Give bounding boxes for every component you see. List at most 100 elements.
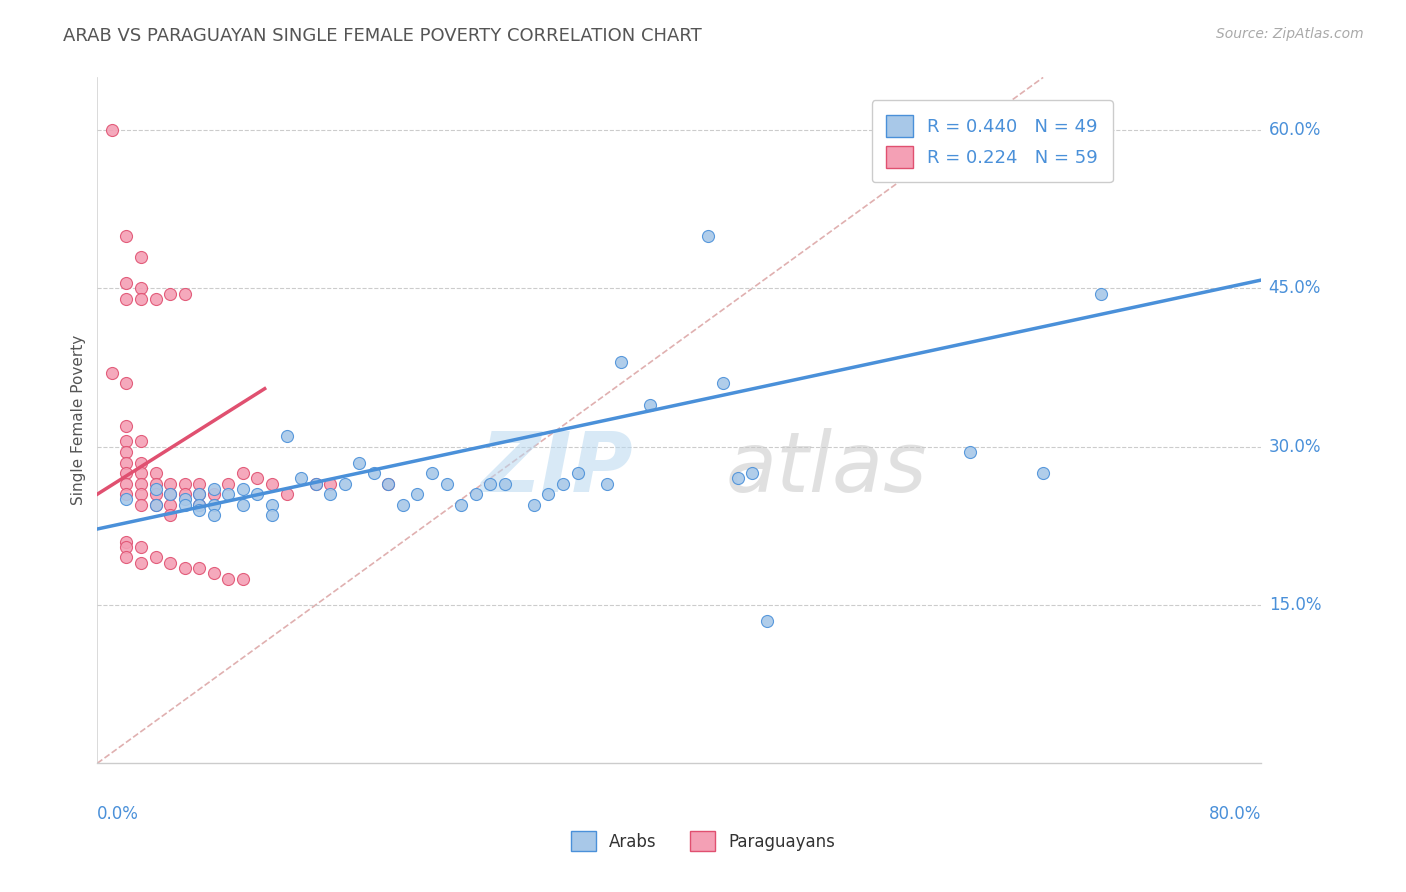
Point <box>101 123 124 137</box>
Y-axis label: Single Female Poverty: Single Female Poverty <box>72 335 86 506</box>
Point <box>711 376 734 391</box>
Text: atlas: atlas <box>725 428 928 508</box>
Point <box>260 508 283 523</box>
Point <box>1090 286 1112 301</box>
Point <box>159 286 181 301</box>
Point <box>188 561 211 575</box>
Legend: R = 0.440   N = 49, R = 0.224   N = 59: R = 0.440 N = 49, R = 0.224 N = 59 <box>872 100 1112 182</box>
Point <box>188 476 211 491</box>
Point <box>333 476 356 491</box>
Point <box>304 476 326 491</box>
Point <box>246 487 269 501</box>
Point <box>217 487 239 501</box>
Point <box>115 292 138 306</box>
Point <box>363 466 385 480</box>
Text: Source: ZipAtlas.com: Source: ZipAtlas.com <box>1216 27 1364 41</box>
Point <box>188 487 211 501</box>
Point <box>450 498 472 512</box>
Point <box>115 228 138 243</box>
Point <box>377 476 399 491</box>
Point <box>202 566 225 581</box>
Point <box>145 482 167 496</box>
Point <box>129 487 152 501</box>
Point <box>115 466 138 480</box>
Legend: Arabs, Paraguayans: Arabs, Paraguayans <box>564 824 842 858</box>
Text: 30.0%: 30.0% <box>1268 438 1322 456</box>
Point <box>697 228 720 243</box>
Point <box>755 614 778 628</box>
Point <box>260 498 283 512</box>
Point <box>464 487 486 501</box>
Point <box>188 498 211 512</box>
Point <box>101 366 124 380</box>
Point <box>115 434 138 449</box>
Point <box>173 492 195 507</box>
Point <box>537 487 560 501</box>
Point <box>159 487 181 501</box>
Point <box>129 250 152 264</box>
Point <box>202 508 225 523</box>
Point <box>319 476 342 491</box>
Point <box>173 286 195 301</box>
Text: ARAB VS PARAGUAYAN SINGLE FEMALE POVERTY CORRELATION CHART: ARAB VS PARAGUAYAN SINGLE FEMALE POVERTY… <box>63 27 702 45</box>
Point <box>145 550 167 565</box>
Point <box>159 487 181 501</box>
Point <box>232 482 254 496</box>
Point <box>115 456 138 470</box>
Point <box>115 445 138 459</box>
Point <box>959 445 981 459</box>
Point <box>406 487 429 501</box>
Point <box>145 466 167 480</box>
Point <box>145 476 167 491</box>
Point <box>145 292 167 306</box>
Point <box>129 498 152 512</box>
Point <box>638 397 661 411</box>
Point <box>551 476 574 491</box>
Point <box>523 498 546 512</box>
Point <box>145 498 167 512</box>
Point <box>173 476 195 491</box>
Point <box>173 561 195 575</box>
Point <box>115 534 138 549</box>
Point <box>290 471 312 485</box>
Point <box>188 498 211 512</box>
Point <box>232 498 254 512</box>
Point <box>1032 466 1054 480</box>
Point <box>145 487 167 501</box>
Point <box>276 429 298 443</box>
Point <box>260 476 283 491</box>
Point <box>202 498 225 512</box>
Point <box>202 482 225 496</box>
Point <box>276 487 298 501</box>
Point <box>420 466 443 480</box>
Point <box>741 466 763 480</box>
Point <box>610 355 633 369</box>
Point <box>129 292 152 306</box>
Point <box>246 471 269 485</box>
Point <box>232 466 254 480</box>
Point <box>115 540 138 554</box>
Point <box>392 498 415 512</box>
Text: 15.0%: 15.0% <box>1268 596 1322 614</box>
Point <box>129 466 152 480</box>
Point <box>159 508 181 523</box>
Point <box>319 487 342 501</box>
Text: ZIP: ZIP <box>481 428 633 508</box>
Point <box>159 556 181 570</box>
Point <box>115 276 138 290</box>
Point <box>115 550 138 565</box>
Point <box>232 572 254 586</box>
Point <box>159 498 181 512</box>
Point <box>479 476 502 491</box>
Point <box>145 498 167 512</box>
Text: 80.0%: 80.0% <box>1209 805 1261 823</box>
Point <box>567 466 589 480</box>
Point <box>217 572 239 586</box>
Point <box>188 503 211 517</box>
Text: 60.0%: 60.0% <box>1268 121 1322 139</box>
Text: 45.0%: 45.0% <box>1268 279 1322 297</box>
Point <box>494 476 516 491</box>
Text: 0.0%: 0.0% <box>97 805 139 823</box>
Point <box>129 434 152 449</box>
Point <box>188 487 211 501</box>
